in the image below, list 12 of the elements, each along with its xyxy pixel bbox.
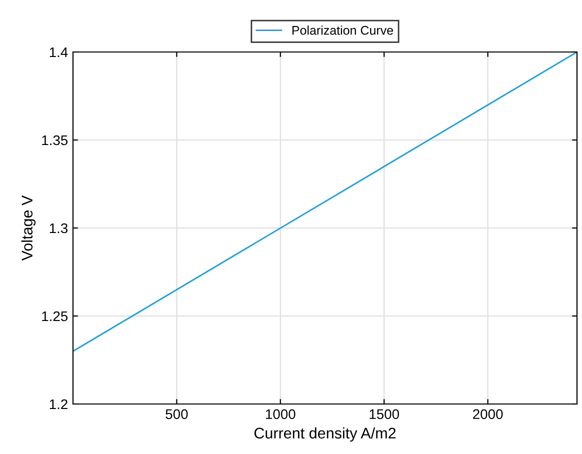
y-tick-label: 1.25 [42,311,68,322]
y-tick-label: 1.4 [50,47,68,58]
x-tick-label: 2000 [473,409,503,420]
x-axis-title: Current density A/m2 [254,427,396,442]
y-tick-label: 1.35 [42,135,68,146]
x-tick-label: 1500 [370,409,400,420]
y-axis-title: Voltage V [21,195,36,261]
y-tick-label: 1.3 [50,223,68,234]
legend-label: Polarization Curve [292,26,394,35]
y-tick-label: 1.2 [50,399,68,410]
x-tick-label: 500 [166,409,188,420]
x-tick-label: 1000 [266,409,296,420]
